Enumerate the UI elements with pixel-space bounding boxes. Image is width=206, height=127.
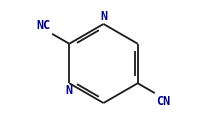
Text: N: N (99, 10, 107, 23)
Text: NC: NC (36, 19, 50, 33)
Text: N: N (65, 84, 72, 97)
Text: CN: CN (156, 94, 170, 108)
